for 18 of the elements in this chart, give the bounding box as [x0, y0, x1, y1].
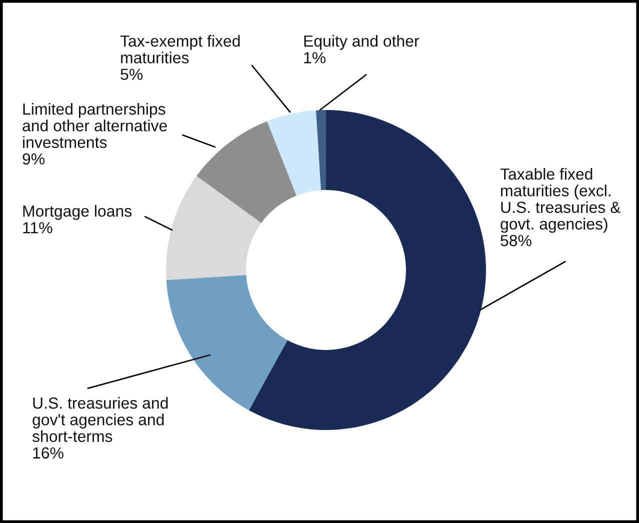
donut-slice: [316, 110, 326, 190]
data-label: 16%: [33, 447, 64, 459]
data-label: 5%: [120, 68, 143, 80]
slice-label: U.S. treasuries and gov't agencies and short-terms: [32, 397, 168, 442]
data-label: 1%: [304, 52, 326, 64]
slice-label: Limited partnerships and other alternative investments: [22, 103, 167, 148]
data-label: 58%: [500, 234, 532, 246]
slice-label: Equity and other: [304, 35, 420, 50]
slice-label: Mortgage loans: [23, 205, 132, 220]
slice-label: Taxable fixed maturities (excl. U.S. treasuries & govt. agencies): [500, 168, 620, 233]
donut-slice: [248, 110, 486, 430]
donut-slice: [267, 110, 321, 196]
donut-slice: [166, 176, 262, 280]
data-label: 11%: [23, 222, 52, 234]
donut-slice: [196, 121, 297, 223]
slice-label: Tax-exempt fixed maturities: [120, 35, 240, 64]
data-label: 9%: [22, 153, 45, 165]
donut-slice: [166, 275, 288, 410]
